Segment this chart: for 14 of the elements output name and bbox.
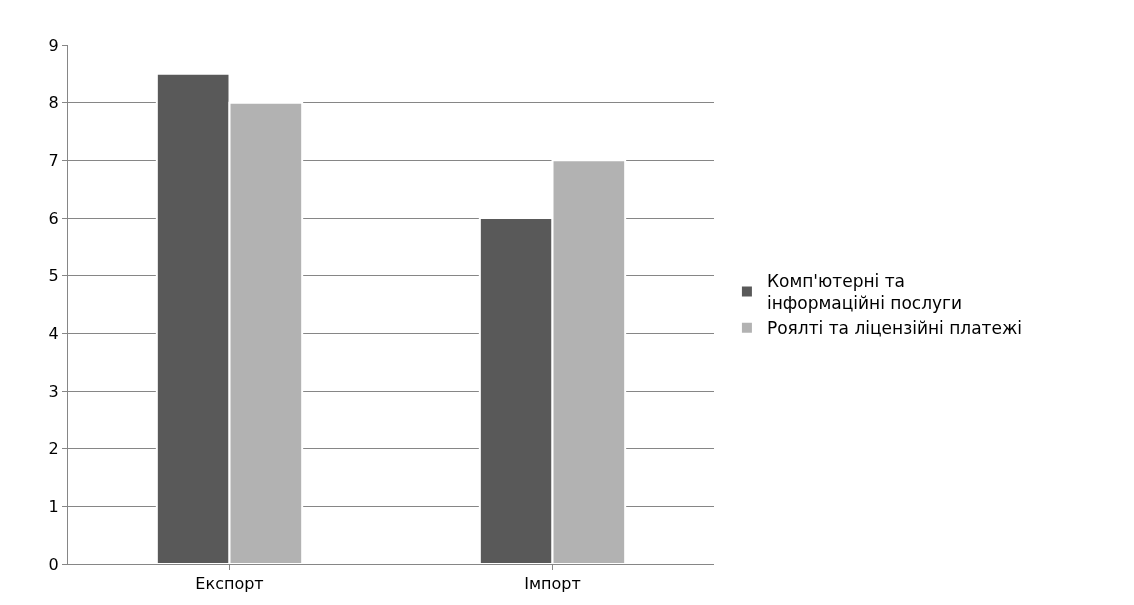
y-tick-label: 9 xyxy=(48,35,59,55)
y-tick-label: 1 xyxy=(48,496,59,516)
legend-label: Роялті та ліцензійні платежі xyxy=(766,318,1023,339)
y-tick-label: 6 xyxy=(48,208,59,228)
y-tick-label: 5 xyxy=(48,266,59,286)
y-tick-label: 4 xyxy=(48,323,59,343)
y-tick-label: 0 xyxy=(48,554,59,574)
y-tick-label: 7 xyxy=(48,150,59,170)
y-tick-label: 3 xyxy=(48,381,59,401)
legend-label: Комп'ютерні та інформаційні послуги xyxy=(766,271,963,314)
y-tick-label: 2 xyxy=(48,439,59,459)
x-tick-label: Експорт xyxy=(195,574,264,594)
y-tick-label: 8 xyxy=(48,93,59,113)
x-tick-label: Імпорт xyxy=(524,574,581,594)
